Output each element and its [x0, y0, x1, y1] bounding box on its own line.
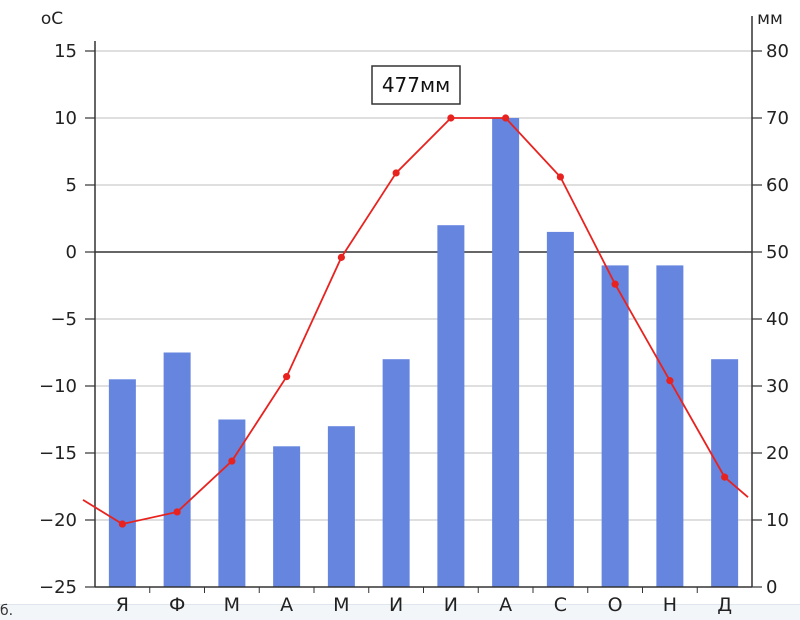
left-axis-tick-label: −20: [39, 510, 77, 531]
temperature-point-9: [556, 173, 564, 181]
right-axis-tick-label: 30: [766, 376, 789, 397]
right-axis-tick-label: 10: [766, 510, 789, 531]
precipitation-bar-6: [382, 359, 410, 587]
precipitation-bar-12: [711, 359, 739, 587]
month-label-9: С: [554, 594, 567, 616]
left-axis-tick-label: −15: [39, 443, 77, 464]
precipitation-bar-2: [163, 352, 191, 587]
month-label-8: А: [499, 594, 512, 616]
temperature-point-8: [502, 114, 510, 122]
left-axis-tick-label: 10: [54, 108, 77, 129]
precipitation-bar-5: [327, 426, 355, 587]
right-axis-tick-label: 0: [766, 577, 777, 598]
temperature-point-11: [666, 377, 674, 385]
temperature-point-2: [173, 508, 181, 516]
footer-strip: [0, 604, 800, 620]
left-axis-tick-label: 15: [54, 41, 77, 62]
temperature-line: [82, 117, 749, 525]
right-axis-tick-label: 80: [766, 41, 789, 62]
annotation-box: [371, 65, 461, 105]
month-label-12: Д: [717, 594, 732, 616]
right-axis-tick-label: 50: [766, 242, 789, 263]
precipitation-bar-3: [218, 419, 246, 587]
month-label-1: Я: [116, 594, 129, 616]
footer-text: б.: [0, 603, 14, 619]
right-axis-tick-label: 70: [766, 108, 789, 129]
temperature-point-7: [447, 114, 455, 122]
precipitation-bar-1: [108, 379, 136, 587]
annotation-total-precipitation: 477мм: [382, 73, 450, 97]
month-label-4: А: [280, 594, 293, 616]
temperature-point-6: [392, 169, 400, 177]
bar-layer: [108, 118, 739, 587]
right-axis-unit: мм: [757, 9, 783, 29]
month-label-2: Ф: [169, 594, 185, 616]
right-axis-tick-label: 20: [766, 443, 789, 464]
month-label-7: И: [444, 594, 458, 616]
left-axis-unit: oC: [41, 9, 63, 29]
grid-layer: [95, 50, 752, 521]
temperature-point-3: [228, 457, 236, 465]
precipitation-bar-10: [601, 265, 629, 587]
precipitation-bar-11: [656, 265, 684, 587]
left-axis-tick-label: 0: [66, 242, 77, 263]
temperature-point-5: [337, 253, 345, 261]
precipitation-bar-8: [492, 118, 520, 587]
right-axis-tick-label: 60: [766, 175, 789, 196]
left-axis-tick-label: 5: [66, 175, 77, 196]
right-axis-tick-label: 40: [766, 309, 789, 330]
month-label-6: И: [389, 594, 403, 616]
left-axis-tick-label: −25: [39, 577, 77, 598]
temperature-point-10: [611, 280, 619, 288]
month-label-10: О: [608, 594, 623, 616]
precipitation-bar-9: [546, 231, 574, 587]
line-layer: [82, 114, 749, 528]
precipitation-bar-4: [273, 446, 301, 587]
left-axis-tick-label: −10: [39, 376, 77, 397]
temperature-point-1: [118, 520, 126, 528]
temperature-point-12: [721, 473, 729, 481]
precipitation-bar-7: [437, 225, 465, 587]
month-label-3: М: [224, 594, 240, 616]
label-layer: oC мм 477мм 151050−5−10−15−20−2580706050…: [39, 9, 789, 616]
temperature-point-4: [283, 373, 291, 381]
axis-layer: [85, 16, 762, 593]
month-label-11: Н: [663, 594, 677, 616]
left-axis-tick-label: −5: [50, 309, 77, 330]
month-label-5: М: [333, 594, 349, 616]
